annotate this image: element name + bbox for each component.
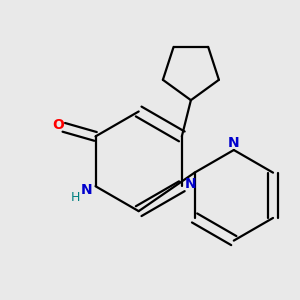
Text: N: N [81,183,92,196]
Text: O: O [52,118,64,132]
Text: N: N [185,177,197,191]
Text: H: H [70,191,80,204]
Text: N: N [228,136,240,150]
